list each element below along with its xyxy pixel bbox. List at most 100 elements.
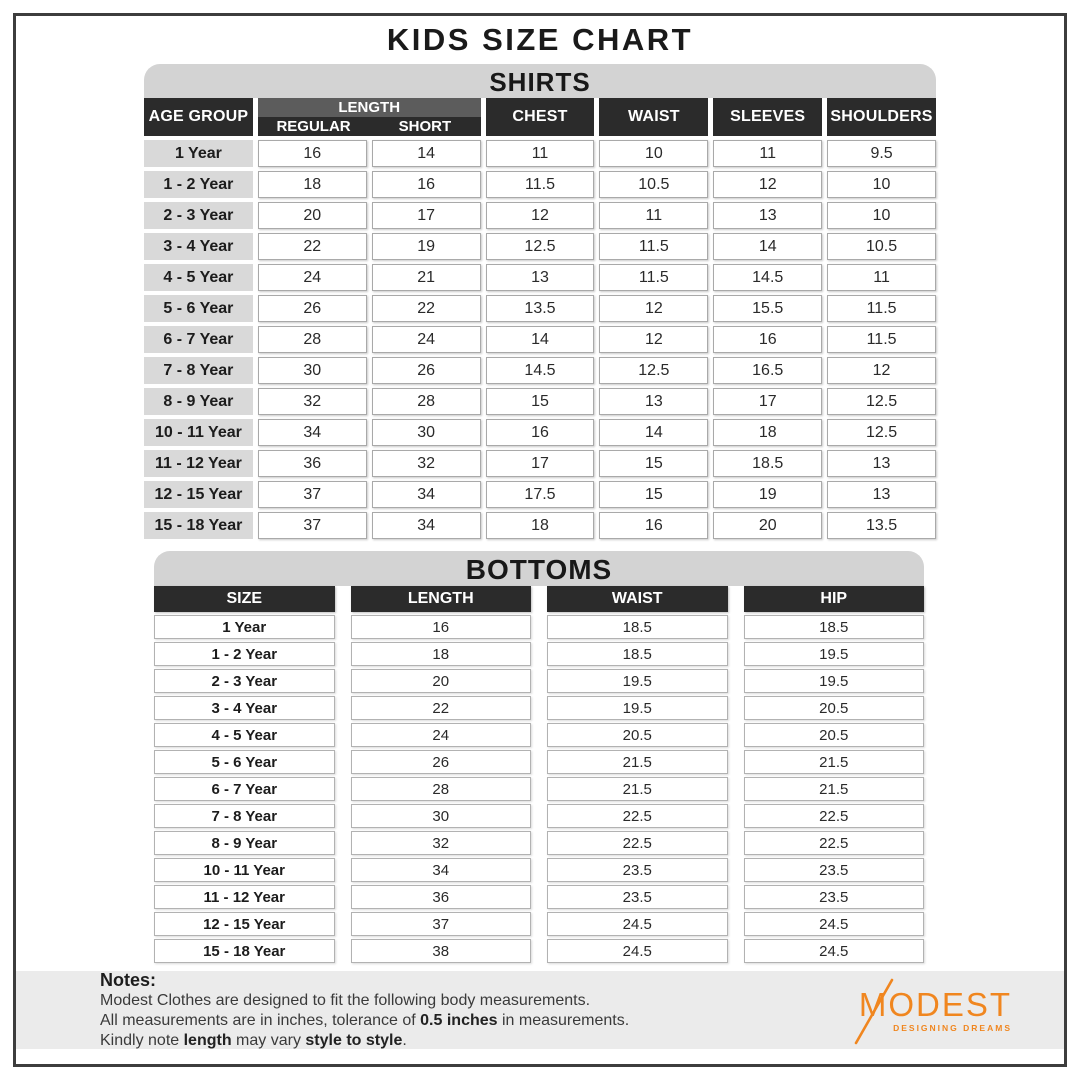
value-cell: 21 xyxy=(371,264,481,291)
value-cell: 10 xyxy=(827,202,936,229)
value-cell: 23.5 xyxy=(743,885,924,909)
value-cell: 20.5 xyxy=(743,696,924,720)
value-cell: 24 xyxy=(350,723,531,747)
size-cell: 1 Year xyxy=(154,615,335,639)
value-cell: 18 xyxy=(713,419,823,446)
age-cell: 1 - 2 Year xyxy=(144,171,253,198)
value-cell: 20.5 xyxy=(547,723,728,747)
age-cell: 6 - 7 Year xyxy=(144,326,253,353)
value-cell: 22.5 xyxy=(547,831,728,855)
value-cell: 16 xyxy=(485,419,595,446)
value-cell: 20.5 xyxy=(743,723,924,747)
note-line: Modest Clothes are designed to fit the f… xyxy=(100,991,591,1009)
value-cell: 10.5 xyxy=(599,171,709,198)
header-age-group: AGE GROUP xyxy=(144,98,253,136)
value-cell: 18.5 xyxy=(743,615,924,639)
value-cell: 13.5 xyxy=(485,295,595,322)
value-cell: 11 xyxy=(827,264,936,291)
header-chest: CHEST xyxy=(485,98,595,136)
value-cell: 23.5 xyxy=(547,885,728,909)
logo-tagline: DESIGNING DREAMS xyxy=(893,1022,1012,1033)
bottoms-section: BOTTOMS SIZE LENGTH WAIST HIP 1 Year 16 18… xyxy=(154,551,924,963)
value-cell: 16.5 xyxy=(713,357,823,384)
value-cell: 36 xyxy=(257,450,367,477)
value-cell: 10 xyxy=(827,171,936,198)
size-cell: 7 - 8 Year xyxy=(154,804,335,828)
age-cell: 12 - 15 Year xyxy=(144,481,253,508)
value-cell: 36 xyxy=(350,885,531,909)
value-cell: 11 xyxy=(713,140,823,167)
value-cell: 34 xyxy=(371,481,481,508)
value-cell: 9.5 xyxy=(827,140,936,167)
value-cell: 24 xyxy=(257,264,367,291)
value-cell: 24.5 xyxy=(743,939,924,963)
value-cell: 14 xyxy=(371,140,481,167)
value-cell: 11.5 xyxy=(599,233,709,260)
header-hip: HIP xyxy=(743,586,924,612)
note-line: All measurements are in inches, toleranc… xyxy=(100,1011,630,1029)
header-bottoms-waist: WAIST xyxy=(547,586,728,612)
value-cell: 30 xyxy=(371,419,481,446)
value-cell: 13 xyxy=(485,264,595,291)
value-cell: 15 xyxy=(599,450,709,477)
header-length: LENGTH xyxy=(257,98,481,117)
value-cell: 21.5 xyxy=(743,750,924,774)
age-cell: 2 - 3 Year xyxy=(144,202,253,229)
value-cell: 22.5 xyxy=(547,804,728,828)
value-cell: 13 xyxy=(827,450,936,477)
age-cell: 1 Year xyxy=(144,140,253,167)
value-cell: 12 xyxy=(827,357,936,384)
value-cell: 14 xyxy=(485,326,595,353)
age-cell: 4 - 5 Year xyxy=(144,264,253,291)
age-cell: 7 - 8 Year xyxy=(144,357,253,384)
value-cell: 32 xyxy=(257,388,367,415)
value-cell: 18.5 xyxy=(713,450,823,477)
value-cell: 14 xyxy=(713,233,823,260)
value-cell: 12.5 xyxy=(485,233,595,260)
value-cell: 23.5 xyxy=(743,858,924,882)
value-cell: 14.5 xyxy=(713,264,823,291)
value-cell: 32 xyxy=(371,450,481,477)
header-sleeves: SLEEVES xyxy=(713,98,823,136)
value-cell: 17 xyxy=(371,202,481,229)
value-cell: 18 xyxy=(350,642,531,666)
value-cell: 16 xyxy=(257,140,367,167)
value-cell: 16 xyxy=(599,512,709,539)
brand-logo: MODEST DESIGNING DREAMS xyxy=(837,978,1012,1044)
value-cell: 18.5 xyxy=(547,615,728,639)
value-cell: 28 xyxy=(257,326,367,353)
value-cell: 37 xyxy=(257,481,367,508)
value-cell: 20 xyxy=(713,512,823,539)
value-cell: 24 xyxy=(371,326,481,353)
size-cell: 5 - 6 Year xyxy=(154,750,335,774)
header-waist: WAIST xyxy=(599,98,709,136)
value-cell: 26 xyxy=(257,295,367,322)
header-length-group: LENGTH REGULAR SHORT xyxy=(257,98,481,136)
notes-heading: Notes: xyxy=(100,969,157,990)
value-cell: 12 xyxy=(599,295,709,322)
value-cell: 18 xyxy=(485,512,595,539)
value-cell: 12.5 xyxy=(827,388,936,415)
value-cell: 11.5 xyxy=(827,295,936,322)
bottoms-table: SIZE LENGTH WAIST HIP 1 Year 16 18.5 18.5 1 … xyxy=(154,586,924,963)
notes-text: Notes: Modest Clothes are designed to fi… xyxy=(100,970,629,1051)
size-cell: 6 - 7 Year xyxy=(154,777,335,801)
shirts-table: AGE GROUP LENGTH REGULAR SHORT CHEST WAI… xyxy=(144,98,936,539)
bottoms-title-bar: BOTTOMS xyxy=(154,551,924,586)
value-cell: 37 xyxy=(257,512,367,539)
value-cell: 11 xyxy=(485,140,595,167)
size-cell: 4 - 5 Year xyxy=(154,723,335,747)
value-cell: 37 xyxy=(350,912,531,936)
value-cell: 20 xyxy=(350,669,531,693)
value-cell: 13 xyxy=(827,481,936,508)
shirts-title-bar: SHIRTS xyxy=(144,64,936,98)
value-cell: 17 xyxy=(713,388,823,415)
value-cell: 26 xyxy=(371,357,481,384)
value-cell: 22 xyxy=(350,696,531,720)
value-cell: 16 xyxy=(371,171,481,198)
value-cell: 13 xyxy=(713,202,823,229)
value-cell: 23.5 xyxy=(547,858,728,882)
value-cell: 12 xyxy=(599,326,709,353)
notes-lines: Modest Clothes are designed to fit the f… xyxy=(100,991,629,1051)
value-cell: 26 xyxy=(350,750,531,774)
